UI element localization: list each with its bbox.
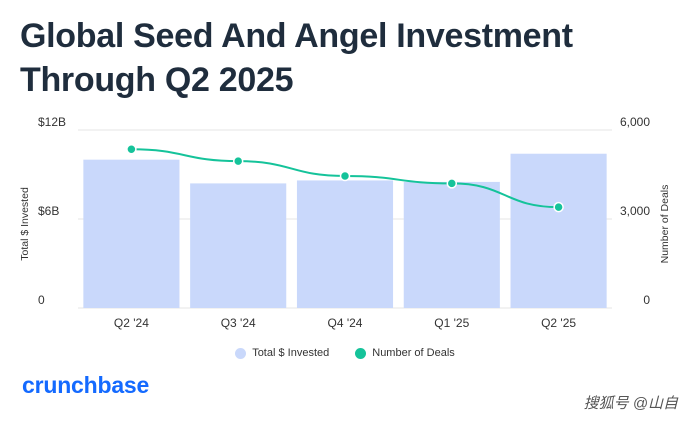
deals-point-1 — [232, 155, 244, 167]
watermark: 搜狐号 @山自 — [583, 395, 678, 412]
legend-item-invested: Total $ Invested — [235, 347, 329, 359]
legend-swatch-bar — [235, 347, 247, 359]
bar-0 — [83, 159, 180, 308]
bar-3 — [403, 181, 500, 308]
deals-point-2 — [339, 170, 351, 182]
y-left-tick-label-1: $6B — [38, 204, 59, 218]
y-right-tick-label-0: 0 — [643, 293, 650, 307]
bar-2 — [296, 180, 394, 308]
legend-item-deals: Number of Deals — [355, 347, 455, 359]
deals-point-3 — [446, 178, 458, 189]
x-tick-label-4: Q2 '25 — [541, 316, 576, 330]
bar-1 — [190, 183, 287, 308]
y-right-axis-title: Number of Deals — [659, 185, 671, 264]
y-right-tick-label-2: 6,000 — [620, 115, 650, 129]
x-tick-label-1: Q3 '24 — [221, 316, 256, 330]
x-tick-label-0: Q2 '24 — [114, 316, 149, 330]
combo-chart: 0 $6B $12B 0 3,000 6,000 Total $ Invested Numbe… — [19, 115, 671, 330]
chart-legend: Total $ Invested Number of Deals — [0, 347, 690, 359]
x-tick-label-3: Q1 '25 — [434, 316, 469, 330]
legend-label-invested: Total $ Invested — [252, 347, 330, 359]
deals-point-0 — [126, 144, 137, 155]
bar-4 — [510, 153, 607, 308]
x-tick-label-2: Q4 '24 — [328, 316, 363, 330]
deals-point-4 — [553, 201, 564, 213]
chart-title-line-1: Global Seed And Angel Investment — [20, 17, 573, 55]
y-right-tick-label-1: 3,000 — [620, 204, 650, 218]
legend-swatch-line — [355, 347, 367, 359]
legend-label-deals: Number of Deals — [372, 347, 455, 359]
y-left-tick-label-2: $12B — [38, 115, 66, 129]
chart-title-line-2: Through Q2 2025 — [20, 61, 294, 99]
crunchbase-logo: crunchbase — [22, 372, 150, 398]
y-left-tick-label-0: 0 — [38, 293, 45, 307]
y-left-axis-title: Total $ Invested — [19, 187, 31, 261]
chart-title: Global Seed And Angel Investment Through… — [20, 14, 660, 102]
